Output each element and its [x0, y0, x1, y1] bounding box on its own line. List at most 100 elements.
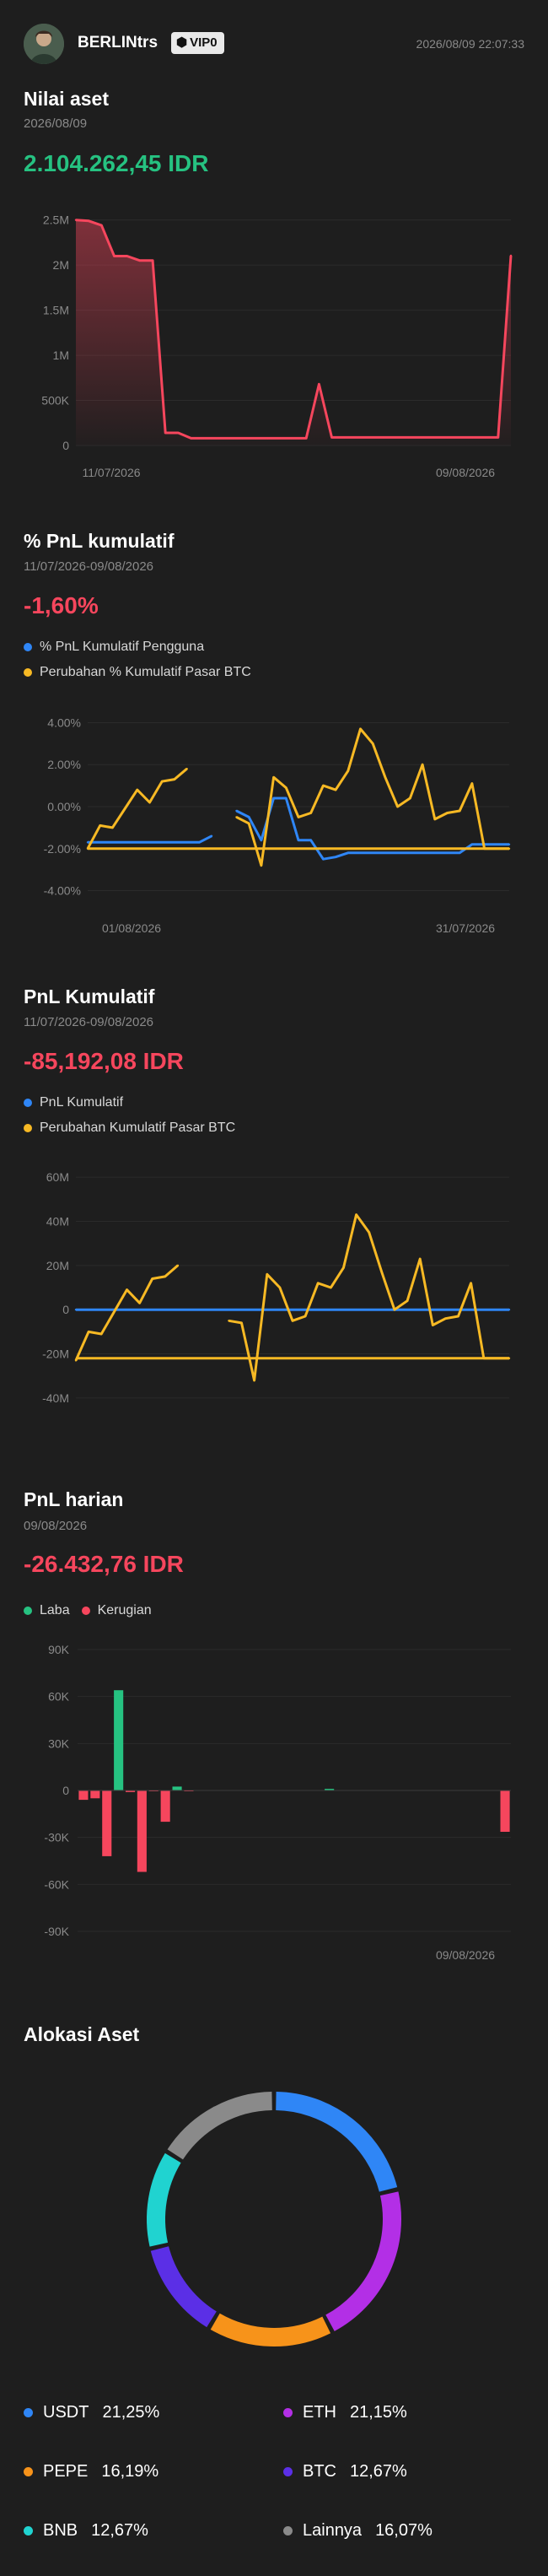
- y-tick-label: 500K: [41, 394, 69, 408]
- y-tick-label: 4.00%: [47, 716, 81, 729]
- asset-value-amount: 2.104.262,45 IDR: [24, 150, 209, 176]
- data-point: [254, 437, 256, 440]
- data-point: [445, 436, 449, 439]
- x-tick-label: 09/08/2026: [436, 466, 495, 479]
- daily-pnl-value: -26.432,76 IDR: [24, 1551, 184, 1577]
- allocation-pct: 12,67%: [91, 2521, 148, 2540]
- data-point: [359, 727, 362, 731]
- data-point: [355, 1308, 357, 1311]
- y-tick-label: -60K: [44, 1877, 69, 1891]
- data-point: [173, 841, 176, 844]
- cum-pnl-pct-range: 11/07/2026-09/08/2026: [24, 559, 154, 574]
- y-tick-label: -2.00%: [44, 842, 81, 856]
- data-point: [372, 743, 374, 745]
- daily-bar: [78, 1790, 89, 1801]
- data-point: [151, 1277, 153, 1280]
- data-point: [368, 1308, 370, 1311]
- legend-dot: [24, 668, 32, 677]
- x-tick-label: 09/08/2026: [436, 1948, 495, 1962]
- data-point: [459, 436, 461, 439]
- data-point: [235, 816, 238, 818]
- data-point: [138, 1302, 141, 1304]
- cum-pnl-pct-value: -1,60%: [24, 592, 99, 618]
- data-point: [260, 839, 263, 842]
- username: BERLINtrs: [78, 34, 158, 51]
- data-point: [444, 1317, 447, 1320]
- data-point: [74, 1359, 78, 1362]
- data-point: [241, 437, 244, 440]
- data-point: [138, 259, 142, 262]
- legend-dot: [24, 1124, 32, 1132]
- data-point: [318, 383, 320, 386]
- cum-pnl-title: PnL Kumulatif: [24, 986, 155, 1007]
- data-point: [508, 843, 511, 845]
- data-point: [126, 1288, 128, 1291]
- allocation-item-bnb: BNB 12,67%: [24, 2521, 148, 2541]
- donut-slice-lainnya: [167, 2092, 273, 2160]
- allocation-pct: 12,67%: [350, 2462, 407, 2481]
- asset-value-chart[interactable]: 2.5M 2M 1.5M 1M 500K 0 11/07/2026 09/08/2026: [0, 194, 548, 498]
- data-point: [151, 1308, 153, 1311]
- data-point: [138, 1308, 141, 1311]
- data-point: [343, 436, 346, 439]
- y-tick-label: 0: [62, 1784, 69, 1797]
- data-point: [297, 839, 300, 842]
- data-point: [228, 1308, 230, 1311]
- legend-label: Perubahan Kumulatif Pasar BTC: [40, 1121, 236, 1135]
- data-point: [291, 1308, 294, 1311]
- cum-pnl-pct-chart[interactable]: 4.00% 2.00% 0.00% -2.00% -4.00% 01/08/2026 31/…: [0, 692, 548, 945]
- data-point: [382, 436, 384, 439]
- data-point: [309, 839, 312, 842]
- vip-badge[interactable]: ⬢ VIP0: [171, 32, 224, 54]
- legend-label: Laba: [40, 1603, 70, 1617]
- vip-shield-icon: ⬢: [176, 35, 188, 50]
- cum-pnl-pct-title: % PnL kumulatif: [24, 530, 175, 552]
- data-point: [278, 1308, 282, 1311]
- data-point: [99, 841, 101, 844]
- cum-pnl-range: 11/07/2026-09/08/2026: [24, 1015, 154, 1029]
- data-point: [278, 1286, 282, 1289]
- data-point: [458, 809, 461, 813]
- daily-bar: [102, 1790, 112, 1856]
- series-line-0: [88, 797, 509, 861]
- data-point: [497, 436, 500, 439]
- daily-bar: [325, 1789, 335, 1790]
- y-tick-label: 1.5M: [43, 304, 69, 317]
- asset-value-date: 2026/08/09: [24, 116, 88, 131]
- data-point: [113, 255, 116, 257]
- data-point: [87, 219, 90, 222]
- data-point: [330, 436, 333, 439]
- asset-value-title: Nilai aset: [24, 88, 109, 110]
- x-tick-label: 31/07/2026: [436, 921, 495, 935]
- daily-bar: [160, 1790, 170, 1823]
- data-point: [266, 1273, 268, 1276]
- legend-dot: [24, 1099, 32, 1107]
- data-point: [396, 851, 399, 854]
- allocation-item-other: Lainnya 16,07%: [283, 2521, 432, 2541]
- data-point: [384, 775, 387, 779]
- daily-bar: [137, 1790, 147, 1872]
- allocation-donut-chart[interactable]: [0, 2076, 548, 2363]
- data-point: [347, 770, 350, 772]
- data-point: [86, 841, 89, 844]
- data-point: [496, 843, 498, 845]
- y-tick-label: 2.5M: [43, 213, 69, 227]
- data-point: [433, 851, 436, 854]
- data-point: [87, 1331, 90, 1333]
- data-point: [317, 1308, 320, 1311]
- daily-pnl-chart[interactable]: 90K 60K 30K 0 -30K -60K -90K 09/08/2026: [0, 1633, 548, 1970]
- data-point: [190, 437, 192, 440]
- allocation-label: USDT: [43, 2403, 89, 2422]
- data-point: [330, 1308, 332, 1311]
- data-point: [173, 778, 176, 780]
- avatar[interactable]: [24, 24, 64, 64]
- data-point: [123, 807, 126, 810]
- legend-label: Kerugian: [97, 1603, 152, 1617]
- data-point: [356, 436, 359, 439]
- data-point: [409, 851, 411, 854]
- y-tick-label: 30K: [48, 1736, 70, 1750]
- daily-bar: [172, 1786, 182, 1790]
- data-point: [185, 841, 188, 844]
- data-point: [471, 436, 474, 439]
